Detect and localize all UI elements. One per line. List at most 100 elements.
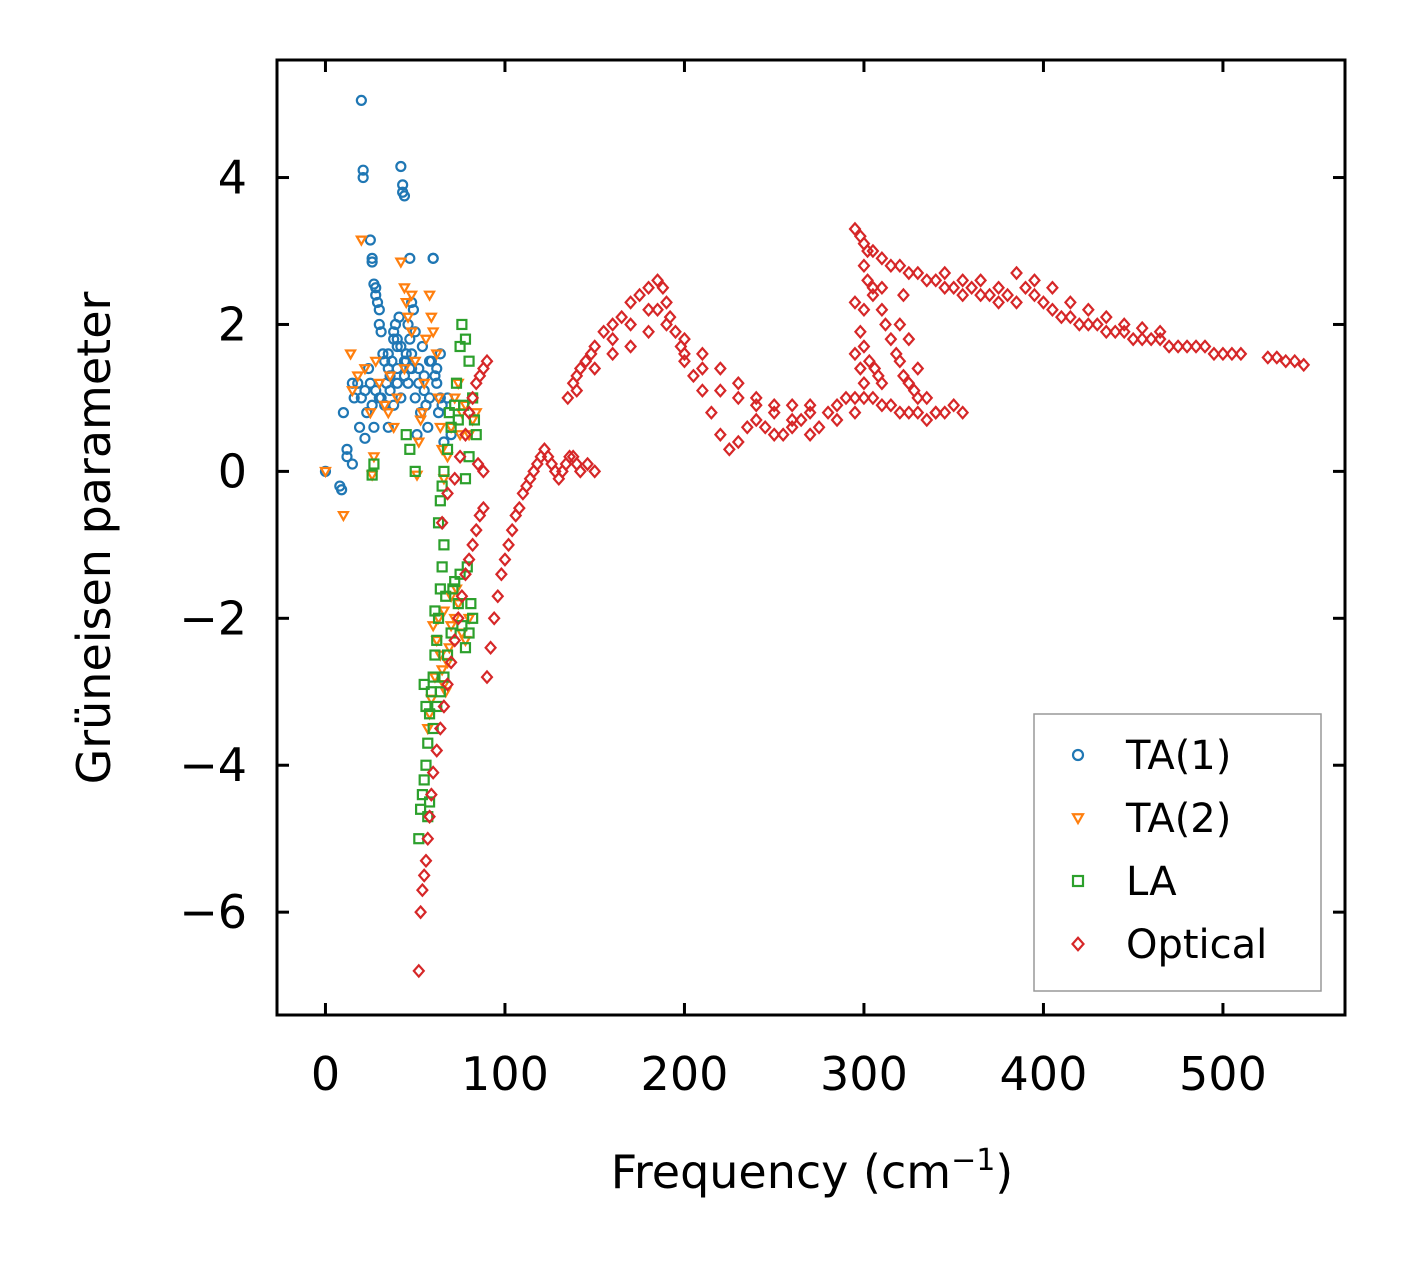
data-point <box>368 458 380 470</box>
legend-label: TA(1) <box>1125 733 1231 779</box>
data-point <box>358 364 372 376</box>
data-point <box>391 340 403 353</box>
data-point <box>462 552 476 567</box>
x-tick-label: 500 <box>1179 1047 1267 1101</box>
data-point <box>436 480 448 492</box>
data-point <box>1001 287 1014 303</box>
data-point <box>563 449 576 464</box>
data-point <box>467 612 479 624</box>
data-point <box>776 427 790 442</box>
legend-marker <box>1071 936 1085 952</box>
data-point <box>426 327 440 339</box>
data-point <box>1117 317 1131 332</box>
data-point <box>1081 317 1095 332</box>
data-point <box>848 390 862 406</box>
data-point <box>417 868 431 883</box>
data-point <box>1063 309 1077 325</box>
legend-entry: TA(1) <box>1071 733 1231 779</box>
data-point <box>965 280 979 296</box>
data-point <box>642 324 655 340</box>
data-point <box>853 361 867 376</box>
data-point <box>424 312 438 324</box>
data-point <box>381 408 395 420</box>
data-point <box>370 289 382 301</box>
data-point <box>390 393 404 405</box>
data-point <box>418 774 430 786</box>
data-point <box>866 390 880 406</box>
data-point <box>1028 287 1041 303</box>
data-point <box>857 390 871 406</box>
data-point <box>581 456 594 472</box>
data-point <box>920 390 934 406</box>
data-point <box>362 362 375 375</box>
data-point <box>1046 302 1059 318</box>
data-point <box>992 295 1005 310</box>
data-point <box>447 583 459 595</box>
data-point <box>418 678 430 691</box>
data-point <box>695 346 709 362</box>
data-point <box>382 421 394 433</box>
data-point <box>463 355 475 367</box>
data-point <box>803 405 817 420</box>
data-point <box>441 443 454 455</box>
data-point <box>767 405 781 420</box>
data-point <box>1153 331 1167 347</box>
data-point <box>983 287 997 303</box>
data-point <box>433 721 447 736</box>
data-point <box>480 353 494 369</box>
data-point <box>395 160 407 173</box>
data-point <box>441 486 454 501</box>
data-point <box>956 405 970 420</box>
legend-entry: LA <box>1071 859 1177 905</box>
series-la <box>366 318 482 845</box>
data-point <box>345 386 359 398</box>
data-point <box>423 290 436 302</box>
x-tick-label: 300 <box>820 1047 908 1101</box>
data-point <box>368 421 380 433</box>
data-point <box>413 377 425 389</box>
data-point <box>370 384 382 397</box>
data-point <box>911 361 925 376</box>
data-point <box>431 362 443 375</box>
data-point <box>429 370 441 382</box>
data-point <box>1054 309 1068 325</box>
data-point <box>409 465 421 477</box>
data-point <box>397 179 409 191</box>
data-point <box>423 392 436 404</box>
data-point <box>414 803 427 815</box>
data-point <box>875 375 889 391</box>
data-point <box>357 164 369 176</box>
data-point <box>433 422 447 435</box>
data-point <box>911 405 925 420</box>
data-point <box>445 421 457 433</box>
data-point <box>451 611 465 626</box>
data-point <box>893 405 907 420</box>
data-point <box>505 522 519 538</box>
data-point <box>897 368 910 384</box>
data-point <box>1099 324 1113 340</box>
series-ta-2 <box>319 235 483 736</box>
data-point <box>431 700 443 713</box>
data-point <box>956 273 970 288</box>
data-point <box>365 470 379 482</box>
data-point <box>426 765 440 780</box>
data-point <box>427 671 439 683</box>
data-point <box>848 221 862 237</box>
data-point <box>1046 280 1059 296</box>
data-point <box>929 405 943 420</box>
data-point <box>512 500 526 516</box>
x-axis-label-superscript: −1 <box>951 1143 995 1178</box>
data-point <box>458 399 470 411</box>
data-point <box>480 669 494 685</box>
data-point <box>422 737 434 749</box>
data-point <box>597 324 611 340</box>
data-point <box>974 273 988 288</box>
data-point <box>866 287 880 303</box>
data-point <box>830 412 844 428</box>
data-point <box>420 759 432 771</box>
data-point <box>351 371 365 383</box>
data-point <box>444 655 458 670</box>
data-point <box>947 397 961 413</box>
data-point <box>911 390 925 406</box>
